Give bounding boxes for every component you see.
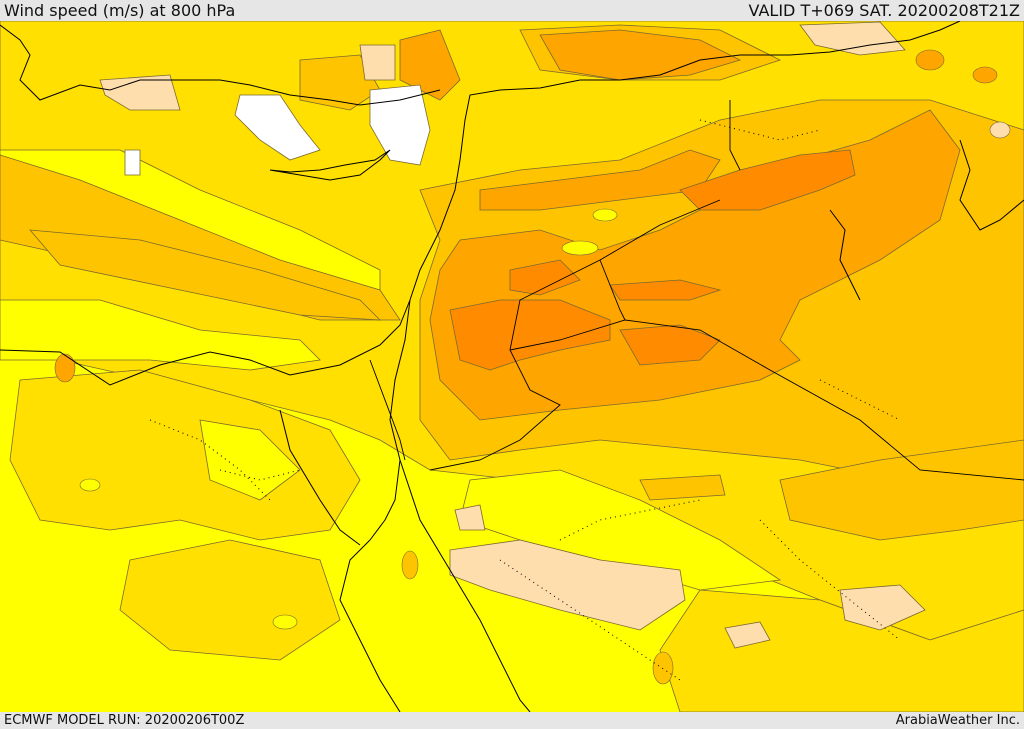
wind-speed-map xyxy=(0,21,1024,712)
dotted-boundaries xyxy=(149,119,901,681)
credit-label: ArabiaWeather Inc. xyxy=(895,713,1020,728)
map-header: Wind speed (m/s) at 800 hPa VALID T+069 … xyxy=(0,0,1024,21)
map-footer: ECMWF MODEL RUN: 20200206T00Z ArabiaWeat… xyxy=(0,712,1024,729)
field-very-strong xyxy=(449,149,856,371)
model-run-label: ECMWF MODEL RUN: 20200206T00Z xyxy=(4,713,245,728)
map-title: Wind speed (m/s) at 800 hPa xyxy=(4,1,236,20)
field-very-light xyxy=(99,21,926,649)
field-calm xyxy=(124,84,431,176)
field-speckles xyxy=(54,49,1011,685)
valid-time-label: VALID T+069 SAT. 20200208T21Z xyxy=(748,1,1020,20)
coastlines xyxy=(0,21,1024,712)
political-borders xyxy=(369,100,1024,481)
